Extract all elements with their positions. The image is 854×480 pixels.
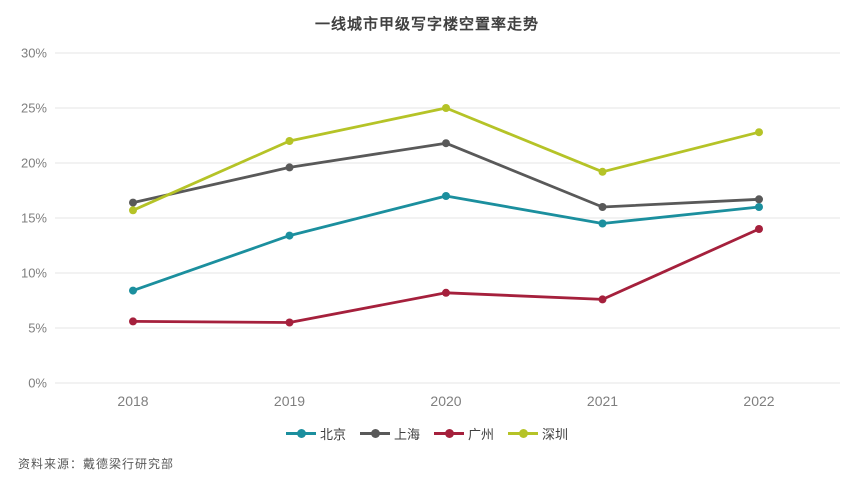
data-point-beijing-2022 — [755, 203, 763, 211]
x-axis-tick-label: 2022 — [743, 393, 774, 409]
series-line-beijing — [131, 194, 761, 293]
data-point-shenzhen-2018 — [129, 206, 137, 215]
source-note: 资料来源：戴德梁行研究部 — [18, 457, 175, 471]
legend-marker-icon — [434, 429, 464, 438]
data-point-guangzhou-2020 — [442, 288, 450, 297]
legend-label: 深圳 — [542, 427, 569, 442]
data-point-shanghai-2018 — [129, 198, 137, 207]
data-point-shenzhen-2021 — [598, 167, 607, 176]
data-point-guangzhou-2022 — [755, 225, 763, 233]
legend-item-shenzhen: 深圳 — [508, 424, 568, 443]
y-axis-tick-label: 30% — [21, 46, 47, 61]
legend-label: 广州 — [468, 427, 495, 442]
legend-item-guangzhou: 广州 — [434, 424, 494, 443]
data-point-guangzhou-2021 — [598, 295, 607, 304]
legend-item-beijing: 北京 — [285, 424, 346, 443]
data-point-guangzhou-2018 — [129, 317, 137, 326]
data-point-beijing-2018 — [129, 286, 137, 295]
chart-legend: 北京 上海 广州 深圳 — [0, 424, 854, 443]
y-axis-tick-label: 15% — [21, 211, 47, 226]
legend-marker-icon — [359, 429, 390, 438]
x-axis-tick-label: 2021 — [587, 393, 618, 409]
data-point-shanghai-2021 — [598, 203, 607, 211]
data-point-shanghai-2022 — [755, 195, 763, 204]
x-axis-tick-label: 2019 — [274, 393, 305, 409]
data-point-beijing-2020 — [442, 192, 450, 200]
data-point-beijing-2019 — [285, 231, 294, 240]
y-axis-tick-label: 0% — [28, 376, 47, 391]
y-axis-tick-label: 25% — [21, 101, 47, 116]
data-point-shenzhen-2022 — [755, 128, 763, 137]
data-point-shenzhen-2019 — [285, 137, 294, 145]
chart-title: 一线城市甲级写字楼空置率走势 — [314, 16, 539, 33]
data-point-guangzhou-2019 — [285, 318, 294, 327]
legend-item-shanghai: 上海 — [359, 424, 420, 443]
series-line-guangzhou — [131, 227, 761, 324]
x-axis-tick-label: 2020 — [430, 393, 461, 409]
y-axis-tick-label: 5% — [28, 321, 47, 336]
data-point-shenzhen-2020 — [442, 104, 450, 112]
y-axis-tick-label: 20% — [21, 156, 47, 171]
x-axis-tick-label: 2018 — [117, 393, 148, 409]
legend-label: 北京 — [319, 427, 346, 442]
y-axis-tick-label: 10% — [21, 266, 47, 281]
legend-marker-icon — [508, 429, 539, 438]
legend-marker-icon — [285, 429, 316, 438]
legend-label: 上海 — [393, 427, 420, 442]
data-point-beijing-2021 — [598, 219, 607, 228]
data-point-shanghai-2019 — [285, 163, 294, 172]
data-point-shanghai-2020 — [442, 139, 450, 148]
